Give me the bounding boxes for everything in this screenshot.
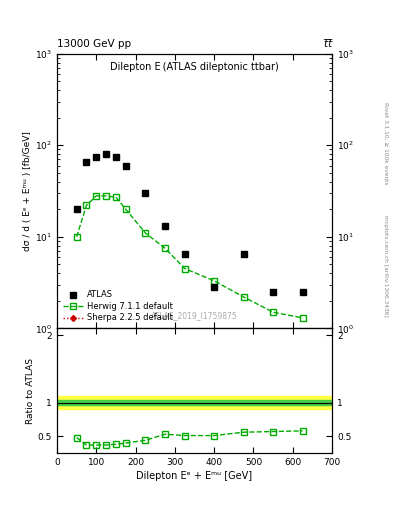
Herwig 7.1.1 default — [104, 193, 108, 199]
Herwig 7.1.1 default — [241, 294, 246, 300]
Herwig 7.1.1 default — [94, 193, 99, 199]
Text: 13000 GeV pp: 13000 GeV pp — [57, 38, 131, 49]
ATLAS — [94, 154, 99, 160]
Y-axis label: Ratio to ATLAS: Ratio to ATLAS — [26, 358, 35, 424]
Y-axis label: dσ / d ( Eᵉ + Eᵐᵘ ) [fb/GeV]: dσ / d ( Eᵉ + Eᵐᵘ ) [fb/GeV] — [23, 131, 32, 251]
Herwig 7.1.1 default — [163, 245, 167, 251]
ATLAS — [212, 284, 217, 290]
X-axis label: Dilepton Eᵉ + Eᵐᵘ [GeV]: Dilepton Eᵉ + Eᵐᵘ [GeV] — [136, 471, 253, 481]
ATLAS — [114, 154, 118, 160]
Legend: ATLAS, Herwig 7.1.1 default, Sherpa 2.2.5 default: ATLAS, Herwig 7.1.1 default, Sherpa 2.2.… — [61, 289, 174, 324]
Herwig 7.1.1 default — [271, 309, 275, 315]
ATLAS — [182, 251, 187, 257]
ATLAS — [104, 151, 108, 157]
ATLAS — [241, 251, 246, 257]
Herwig 7.1.1 default — [74, 233, 79, 240]
Line: Herwig 7.1.1 default: Herwig 7.1.1 default — [74, 193, 305, 321]
ATLAS — [74, 206, 79, 212]
Line: ATLAS: ATLAS — [74, 152, 305, 295]
ATLAS — [300, 289, 305, 295]
Herwig 7.1.1 default — [212, 278, 217, 284]
Herwig 7.1.1 default — [300, 315, 305, 321]
ATLAS — [163, 223, 167, 229]
ATLAS — [123, 162, 128, 168]
ATLAS — [271, 289, 275, 295]
Herwig 7.1.1 default — [182, 265, 187, 271]
Herwig 7.1.1 default — [84, 202, 89, 208]
Text: ATLAS_2019_I1759875: ATLAS_2019_I1759875 — [151, 311, 238, 320]
ATLAS — [84, 159, 89, 165]
ATLAS — [143, 190, 148, 196]
Herwig 7.1.1 default — [123, 206, 128, 212]
Text: t̅t̅: t̅t̅ — [324, 38, 332, 49]
Herwig 7.1.1 default — [114, 194, 118, 200]
Text: Dilepton E (ATLAS dileptonic ttbar): Dilepton E (ATLAS dileptonic ttbar) — [110, 62, 279, 72]
Text: Rivet 3.1.10, ≥ 100k events: Rivet 3.1.10, ≥ 100k events — [384, 102, 388, 185]
Herwig 7.1.1 default — [143, 230, 148, 236]
Text: mcplots.cern.ch [arXiv:1306.3436]: mcplots.cern.ch [arXiv:1306.3436] — [384, 216, 388, 317]
